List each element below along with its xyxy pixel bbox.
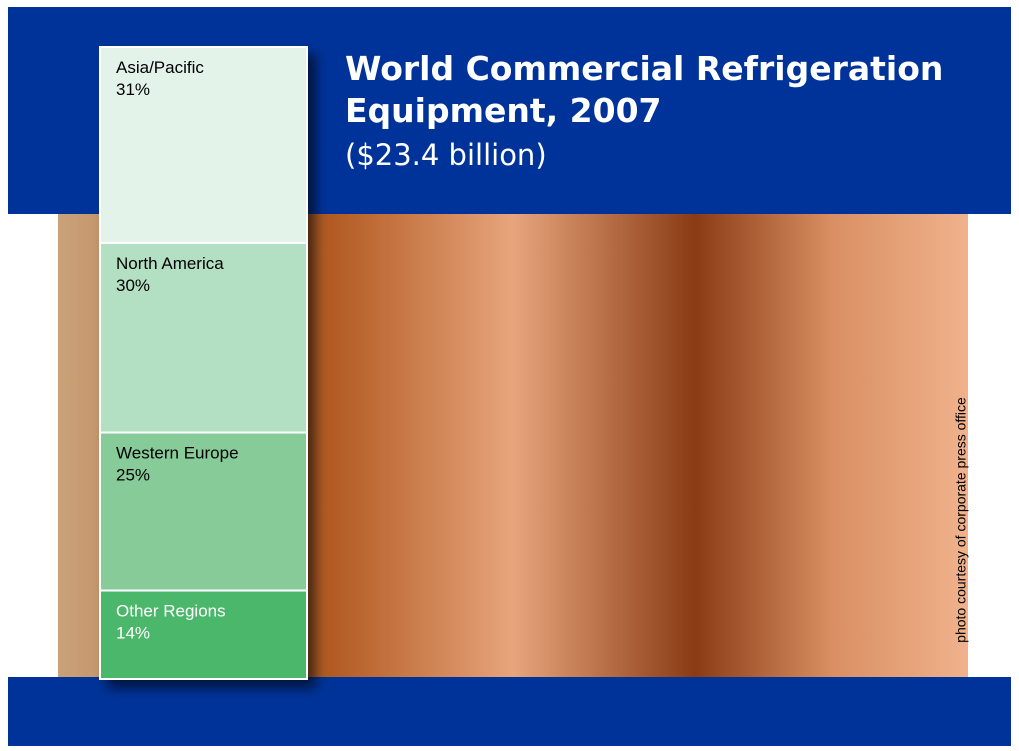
segment-value-label: 25% — [116, 466, 150, 485]
segment-label: Western Europe — [116, 444, 239, 463]
segment-value-label: 14% — [116, 624, 150, 643]
segment-value-label: 30% — [116, 276, 150, 295]
segment-value-label: 31% — [116, 80, 150, 99]
segment-label: Asia/Pacific — [116, 58, 204, 77]
page: photo courtesy of corporate press office… — [0, 0, 1019, 751]
chart-subtitle: ($23.4 billion) — [345, 138, 547, 172]
footer-band — [8, 677, 1011, 746]
segment-label: Other Regions — [116, 602, 226, 621]
photo-credit: photo courtesy of corporate press office — [953, 397, 969, 643]
segment-label: North America — [116, 254, 224, 273]
stacked-bar — [100, 47, 307, 679]
chart-title: World Commercial Refrigeration Equipment… — [345, 48, 965, 132]
